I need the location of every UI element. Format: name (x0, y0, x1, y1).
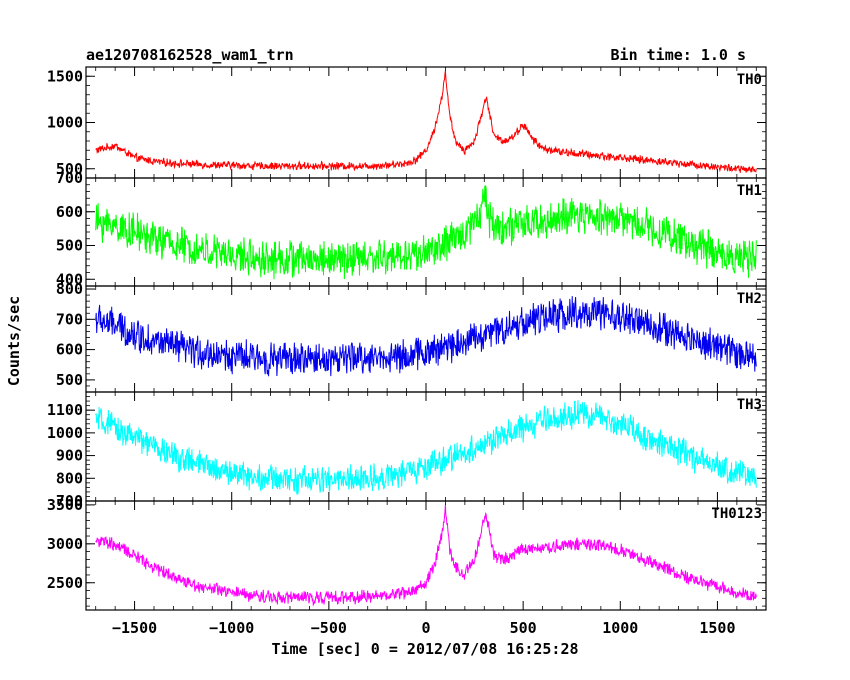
y-tick-label: 700 (56, 310, 83, 328)
y-tick-label: 600 (56, 203, 83, 221)
series-th1-line (95, 185, 757, 280)
series-th2-line (95, 296, 757, 377)
panel-frame-th2 (85, 285, 767, 393)
x-tick-label: −1000 (209, 619, 254, 637)
y-tick-label: 3500 (47, 496, 83, 514)
x-tick-label: 500 (510, 619, 537, 637)
y-tick-label: 400 (56, 270, 83, 288)
panel-frame-th0123 (85, 500, 767, 611)
panels-group: TH0 500 1000 1500 TH1 400 500 600 700 TH2 500 600 70… (47, 66, 767, 637)
y-tick-label: 500 (56, 160, 83, 178)
y-tick-label: 500 (56, 371, 83, 389)
y-tick-label: 800 (56, 280, 83, 298)
y-axis-label: Counts/sec (5, 296, 23, 386)
panel-label-th0: TH0 (737, 72, 762, 88)
y-tick-label: 1500 (47, 67, 83, 85)
panel-label-th1: TH1 (737, 183, 762, 199)
x-tick-label: −1500 (112, 619, 157, 637)
y-tick-label: 3000 (47, 535, 83, 553)
panel-label-th0123: TH0123 (711, 506, 762, 522)
x-axis-label: Time [sec] 0 = 2012/07/08 16:25:28 (271, 640, 578, 658)
y-tick-label: 700 (56, 169, 83, 187)
series-th0-line (95, 70, 757, 174)
y-tick-label: 1000 (47, 424, 83, 442)
y-tick-label: 500 (56, 237, 83, 255)
y-tick-label: 600 (56, 341, 83, 359)
bin-time-label: Bin time: 1.0 s (611, 46, 746, 64)
y-tick-label: 1000 (47, 114, 83, 132)
x-tick-label: 1000 (602, 619, 638, 637)
y-tick-label: 900 (56, 447, 83, 465)
panel-label-th2: TH2 (737, 291, 762, 307)
x-tick-label: 1500 (699, 619, 735, 637)
y-tick-label: 800 (56, 469, 83, 487)
y-tick-label: 700 (56, 492, 83, 510)
series-th3-line (95, 400, 757, 495)
y-tick-label: 1100 (47, 401, 83, 419)
y-tick-label: 2500 (47, 574, 83, 592)
panel-label-th3: TH3 (737, 397, 762, 413)
x-tick-label: 0 (421, 619, 430, 637)
x-tick-label: −500 (311, 619, 347, 637)
series-th0123-line (95, 504, 757, 607)
figure-title: ae120708162528_wam1_trn (86, 46, 294, 64)
